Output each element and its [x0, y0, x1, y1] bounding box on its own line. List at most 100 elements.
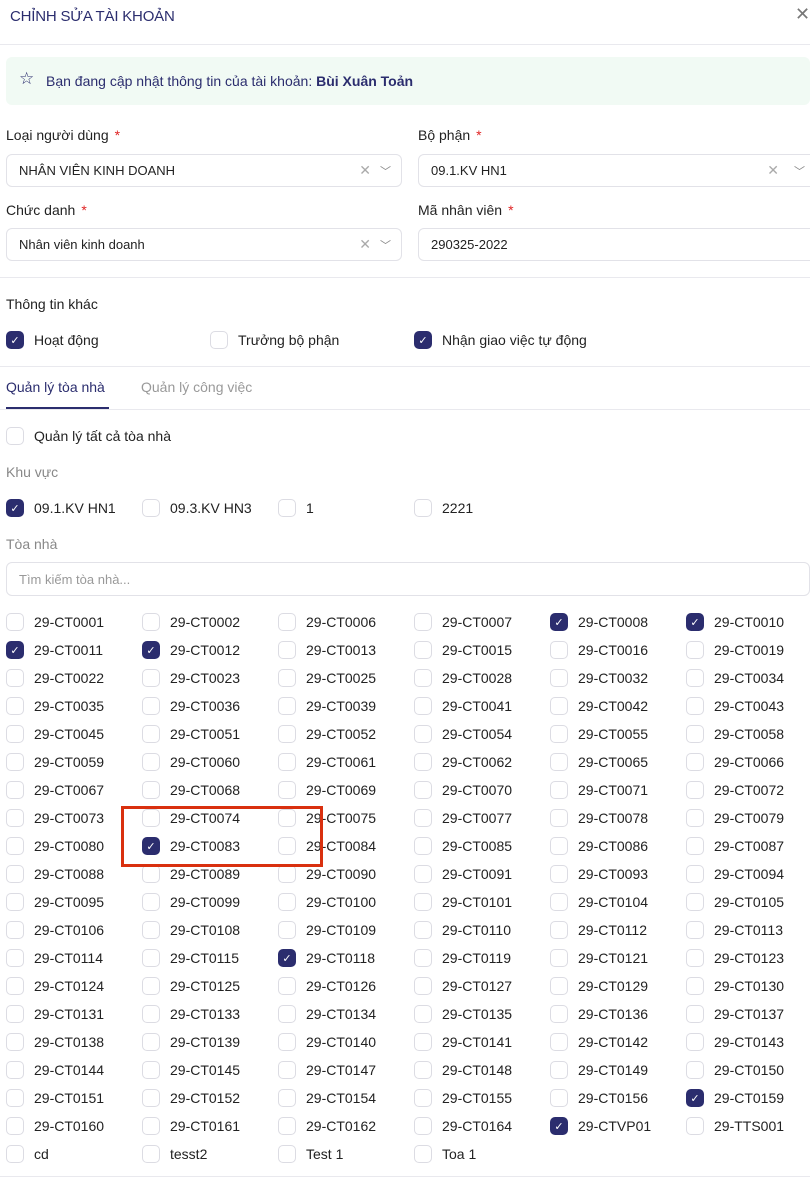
- building-checkbox[interactable]: 29-CT0073: [6, 808, 104, 828]
- building-checkbox[interactable]: 29-CT0066: [686, 752, 784, 772]
- checkbox-icon[interactable]: [686, 781, 704, 799]
- building-checkbox[interactable]: 29-CT0134: [278, 1004, 376, 1024]
- option-checkbox[interactable]: ✓ Hoạt động: [6, 330, 99, 350]
- checkbox-icon[interactable]: [414, 865, 432, 883]
- checkbox-icon[interactable]: [686, 949, 704, 967]
- building-checkbox[interactable]: 29-CT0115: [142, 948, 239, 968]
- checkbox-icon[interactable]: [550, 893, 568, 911]
- checkbox-icon[interactable]: [550, 809, 568, 827]
- building-checkbox[interactable]: 29-CT0135: [414, 1004, 512, 1024]
- building-checkbox[interactable]: 29-CT0129: [550, 976, 648, 996]
- checkbox-icon[interactable]: [142, 499, 160, 517]
- checkbox-icon[interactable]: [142, 809, 160, 827]
- checkbox-icon[interactable]: [142, 753, 160, 771]
- checkbox-checked-icon[interactable]: ✓: [6, 499, 24, 517]
- building-checkbox[interactable]: 29-CT0095: [6, 892, 104, 912]
- building-checkbox[interactable]: 29-CT0079: [686, 808, 784, 828]
- checkbox-icon[interactable]: [414, 949, 432, 967]
- checkbox-icon[interactable]: [278, 613, 296, 631]
- checkbox-icon[interactable]: [278, 1005, 296, 1023]
- checkbox-icon[interactable]: [142, 613, 160, 631]
- region-checkbox[interactable]: 1: [278, 498, 314, 518]
- checkbox-icon[interactable]: [550, 781, 568, 799]
- building-checkbox[interactable]: 29-CT0091: [414, 864, 512, 884]
- checkbox-icon[interactable]: [278, 1033, 296, 1051]
- checkbox-icon[interactable]: [550, 977, 568, 995]
- clear-icon[interactable]: ✕: [359, 162, 371, 178]
- building-checkbox[interactable]: 29-CT0123: [686, 948, 784, 968]
- checkbox-icon[interactable]: [550, 837, 568, 855]
- building-checkbox[interactable]: 29-CT0041: [414, 696, 512, 716]
- building-checkbox[interactable]: 29-CT0022: [6, 668, 104, 688]
- checkbox-icon[interactable]: [414, 1005, 432, 1023]
- checkbox-icon[interactable]: [278, 669, 296, 687]
- building-checkbox[interactable]: 29-CT0139: [142, 1032, 240, 1052]
- building-checkbox[interactable]: 29-CT0133: [142, 1004, 240, 1024]
- checkbox-icon[interactable]: [414, 613, 432, 631]
- building-checkbox[interactable]: 29-CT0068: [142, 780, 240, 800]
- region-checkbox[interactable]: ✓ 09.1.KV HN1: [6, 498, 116, 518]
- checkbox-icon[interactable]: [686, 641, 704, 659]
- checkbox-icon[interactable]: [6, 893, 24, 911]
- checkbox-icon[interactable]: [6, 1145, 24, 1163]
- checkbox-icon[interactable]: [278, 1089, 296, 1107]
- building-checkbox[interactable]: 29-CT0152: [142, 1088, 240, 1108]
- building-checkbox[interactable]: 29-CT0089: [142, 864, 240, 884]
- checkbox-icon[interactable]: [550, 753, 568, 771]
- option-checkbox[interactable]: Trưởng bộ phận: [210, 330, 339, 350]
- checkbox-icon[interactable]: [142, 1061, 160, 1079]
- checkbox-icon[interactable]: [6, 865, 24, 883]
- checkbox-icon[interactable]: [414, 499, 432, 517]
- building-checkbox[interactable]: 29-CT0055: [550, 724, 648, 744]
- clear-icon[interactable]: ✕: [767, 162, 779, 178]
- checkbox-icon[interactable]: [142, 1145, 160, 1163]
- checkbox-icon[interactable]: [6, 1061, 24, 1079]
- chevron-down-icon[interactable]: ﹀: [794, 165, 805, 178]
- building-checkbox[interactable]: 29-CT0112: [550, 920, 647, 940]
- building-checkbox[interactable]: 29-CT0080: [6, 836, 104, 856]
- close-icon[interactable]: ✕: [795, 4, 810, 24]
- checkbox-icon[interactable]: [6, 977, 24, 995]
- checkbox-icon[interactable]: [278, 781, 296, 799]
- checkbox-icon[interactable]: [414, 781, 432, 799]
- checkbox-icon[interactable]: [550, 921, 568, 939]
- option-checkbox[interactable]: ✓ Nhận giao việc tự động: [414, 330, 587, 350]
- checkbox-icon[interactable]: [6, 613, 24, 631]
- checkbox-icon[interactable]: [278, 1117, 296, 1135]
- checkbox-icon[interactable]: [6, 725, 24, 743]
- checkbox-icon[interactable]: [686, 865, 704, 883]
- manage-all-checkbox[interactable]: Quản lý tất cả tòa nhà: [6, 426, 171, 446]
- checkbox-icon[interactable]: [686, 837, 704, 855]
- building-checkbox[interactable]: 29-CT0074: [142, 808, 240, 828]
- checkbox-icon[interactable]: [278, 641, 296, 659]
- checkbox-icon[interactable]: [142, 893, 160, 911]
- building-checkbox[interactable]: 29-CT0019: [686, 640, 784, 660]
- building-checkbox[interactable]: ✓ 29-CT0008: [550, 612, 648, 632]
- checkbox-icon[interactable]: [550, 1033, 568, 1051]
- checkbox-icon[interactable]: [6, 781, 24, 799]
- building-checkbox[interactable]: 29-CT0108: [142, 920, 240, 940]
- building-checkbox[interactable]: 29-CT0106: [6, 920, 104, 940]
- building-checkbox[interactable]: 29-CT0088: [6, 864, 104, 884]
- checkbox-icon[interactable]: [414, 809, 432, 827]
- user-type-select[interactable]: NHÂN VIÊN KINH DOANH ✕ ﹀: [6, 154, 402, 187]
- checkbox-icon[interactable]: [414, 753, 432, 771]
- building-checkbox[interactable]: Test 1: [278, 1144, 343, 1164]
- checkbox-checked-icon[interactable]: ✓: [6, 641, 24, 659]
- chevron-down-icon[interactable]: ﹀: [380, 239, 391, 252]
- building-checkbox[interactable]: 29-CT0164: [414, 1116, 512, 1136]
- building-checkbox[interactable]: 29-CT0093: [550, 864, 648, 884]
- building-checkbox[interactable]: 29-CT0161: [142, 1116, 240, 1136]
- checkbox-icon[interactable]: [686, 1061, 704, 1079]
- building-checkbox[interactable]: 29-CT0052: [278, 724, 376, 744]
- checkbox-icon[interactable]: [142, 781, 160, 799]
- building-checkbox[interactable]: 29-CT0100: [278, 892, 376, 912]
- building-checkbox[interactable]: ✓ 29-CT0083: [142, 836, 240, 856]
- checkbox-icon[interactable]: [414, 641, 432, 659]
- checkbox-icon[interactable]: [686, 697, 704, 715]
- building-checkbox[interactable]: 29-CT0075: [278, 808, 376, 828]
- checkbox-icon[interactable]: [6, 809, 24, 827]
- building-checkbox[interactable]: 29-CT0084: [278, 836, 376, 856]
- building-checkbox[interactable]: 29-CT0032: [550, 668, 648, 688]
- building-checkbox[interactable]: 29-CT0077: [414, 808, 512, 828]
